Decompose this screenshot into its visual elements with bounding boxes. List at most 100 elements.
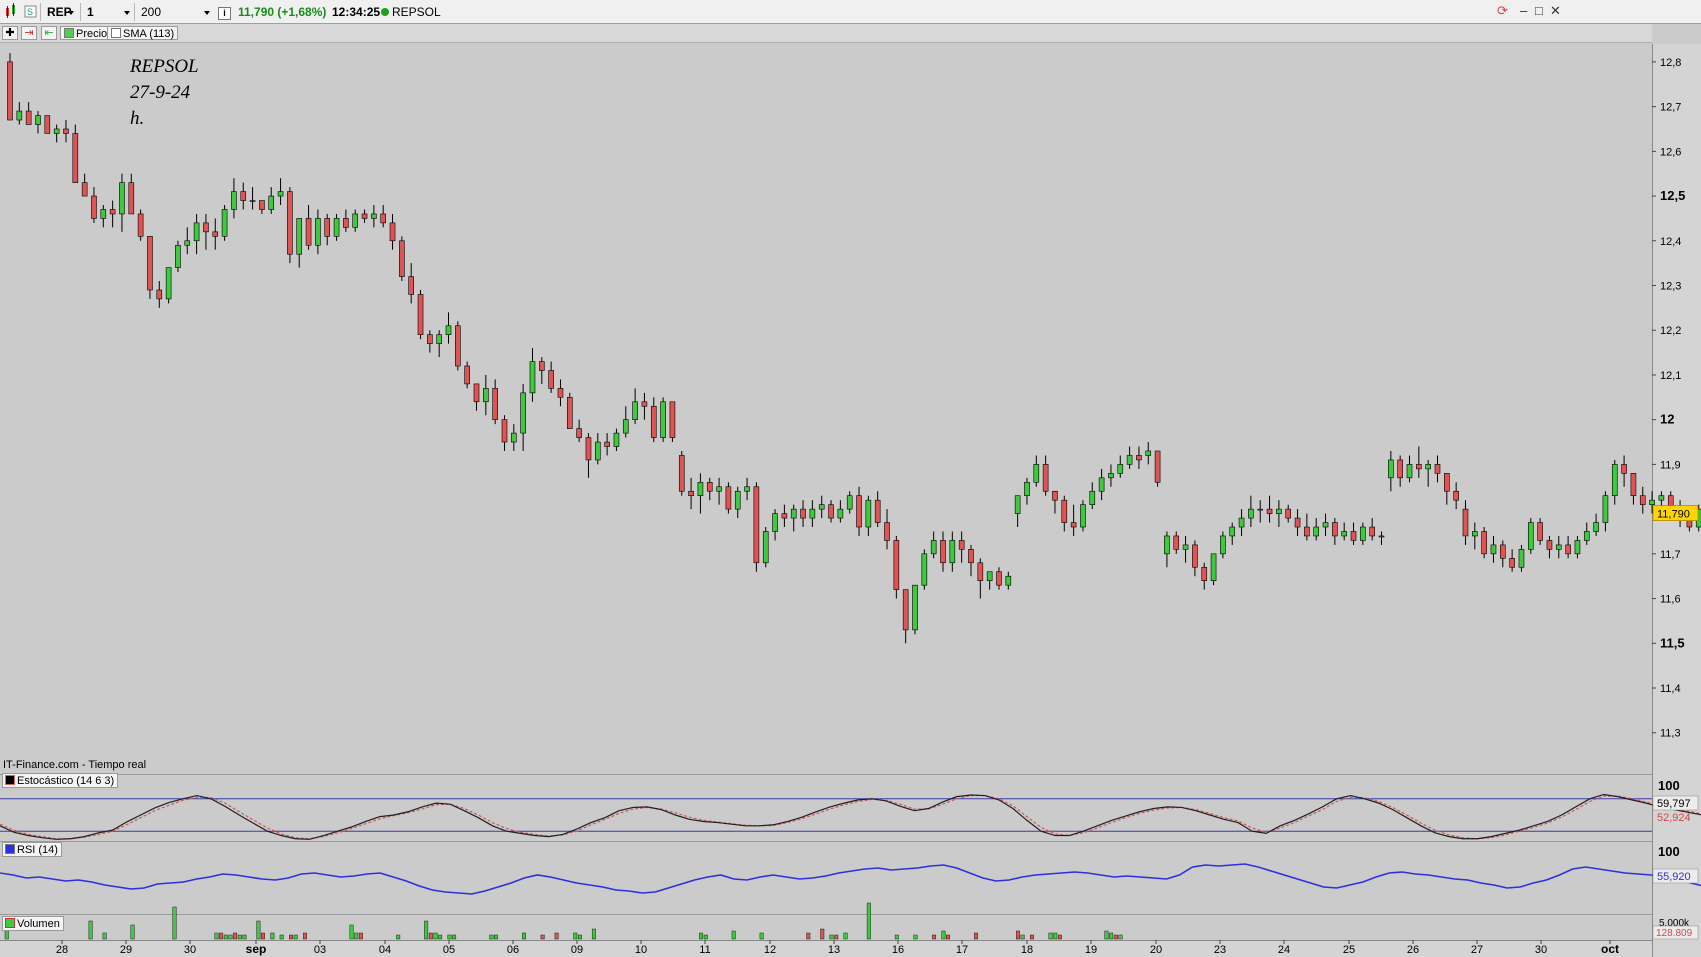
volume-label[interactable]: Volumen: [2, 916, 64, 931]
add-icon[interactable]: ✚: [2, 26, 18, 40]
stoch-k-tag: [1652, 795, 1699, 811]
compare-icon[interactable]: S: [24, 3, 38, 21]
candle-body: [1425, 464, 1431, 470]
candle-body: [221, 209, 228, 237]
volume-bar: [242, 934, 247, 940]
candle-body: [1350, 531, 1357, 541]
candle: [109, 200, 116, 228]
candle: [1192, 540, 1198, 577]
candle: [1611, 459, 1618, 505]
candle: [921, 549, 928, 590]
refresh-icon[interactable]: ⟳: [1497, 3, 1508, 18]
price-tick-label-5: 12,3: [1660, 281, 1681, 293]
candle-body: [408, 276, 414, 295]
volume-bar: [261, 932, 265, 940]
candle-body: [501, 419, 508, 443]
candle: [1481, 527, 1487, 559]
candle-body: [1229, 526, 1236, 537]
candle-body: [1490, 544, 1497, 555]
symbol-select[interactable]: REP: [40, 3, 78, 21]
info-icon[interactable]: i: [218, 3, 231, 21]
candle-body: [240, 191, 247, 201]
candle: [1220, 531, 1226, 559]
date-tick-label-1: 29: [120, 944, 132, 956]
candle-body: [520, 392, 526, 434]
rsi-label[interactable]: RSI (14): [2, 842, 62, 857]
volume-axis-tick: 5.000k: [1659, 918, 1690, 929]
price-tick-label-6: 12,2: [1660, 325, 1681, 337]
date-tick-label-11: 12: [764, 944, 776, 956]
candle-body: [958, 540, 965, 550]
export-icon[interactable]: ⇤: [41, 26, 57, 40]
candle: [958, 531, 965, 563]
candle: [511, 424, 517, 451]
candle-body: [1574, 540, 1581, 555]
candle-body: [688, 490, 694, 497]
candle-body: [930, 540, 937, 555]
volume-bar: [1109, 932, 1114, 940]
candle-body: [874, 499, 881, 523]
volume-bar: [237, 934, 242, 940]
minimize-icon[interactable]: –: [1520, 3, 1528, 18]
candle-body: [1583, 531, 1590, 541]
volume-bar: [223, 934, 228, 940]
candle-body: [91, 195, 97, 219]
candle-body: [1042, 464, 1049, 492]
sma-toggle[interactable]: SMA (113): [107, 26, 179, 40]
date-axis: [0, 940, 1652, 957]
remove-indicator-icon[interactable]: ⇥: [21, 26, 37, 40]
candle-body: [1210, 553, 1217, 581]
volume-bar: [554, 932, 559, 940]
candle-body: [977, 562, 984, 581]
maximize-icon[interactable]: □: [1535, 3, 1543, 18]
date-tick-label-12: 13: [828, 944, 840, 956]
candle: [986, 571, 993, 590]
candle: [613, 428, 620, 451]
candle: [1173, 531, 1180, 554]
candle: [212, 218, 219, 250]
candle-body: [1014, 495, 1021, 514]
candle-body: [119, 182, 125, 215]
candle-body: [277, 191, 284, 197]
candle: [1210, 553, 1217, 586]
price-toggle[interactable]: Precio: [60, 26, 112, 40]
candle: [445, 312, 452, 344]
candle: [16, 102, 23, 125]
candle-body: [445, 325, 452, 336]
candle: [1416, 446, 1422, 478]
candle: [1583, 522, 1590, 545]
candle: [1434, 455, 1441, 483]
candle: [305, 205, 312, 250]
candle-body: [1052, 490, 1058, 501]
volume-bar: [522, 932, 526, 940]
price-tick-label-1: 12,7: [1660, 102, 1681, 114]
price-tick-label-2: 12,6: [1660, 146, 1681, 158]
chart-type-icon[interactable]: [4, 3, 18, 21]
candle-body: [818, 504, 825, 510]
candle-body: [1546, 540, 1553, 550]
candle: [1527, 518, 1534, 554]
candle: [352, 209, 359, 232]
volume-bar: [1118, 934, 1123, 940]
candle-body: [1182, 544, 1189, 550]
candle-body: [1061, 499, 1068, 523]
stoch-label[interactable]: Estocástico (14 6 3): [2, 773, 119, 788]
last-price-label: 11,790: [1657, 509, 1690, 521]
close-icon[interactable]: ✕: [1550, 3, 1561, 18]
candle: [1369, 518, 1375, 541]
volume-bar: [699, 932, 704, 940]
candle: [1238, 509, 1245, 536]
candle: [772, 509, 778, 541]
candle-body: [137, 213, 144, 237]
candle: [1294, 509, 1301, 536]
candle-body: [753, 486, 760, 564]
volume-bar: [228, 934, 233, 940]
candle-body: [361, 213, 368, 219]
candle: [716, 477, 722, 505]
indicator-toolbar: ✚ ⇥ ⇤ Precio SMA (113): [0, 24, 1652, 43]
candle: [1425, 459, 1431, 487]
candle-body: [1360, 526, 1366, 541]
volume-bar: [438, 934, 443, 940]
volume-bar: [820, 928, 825, 940]
